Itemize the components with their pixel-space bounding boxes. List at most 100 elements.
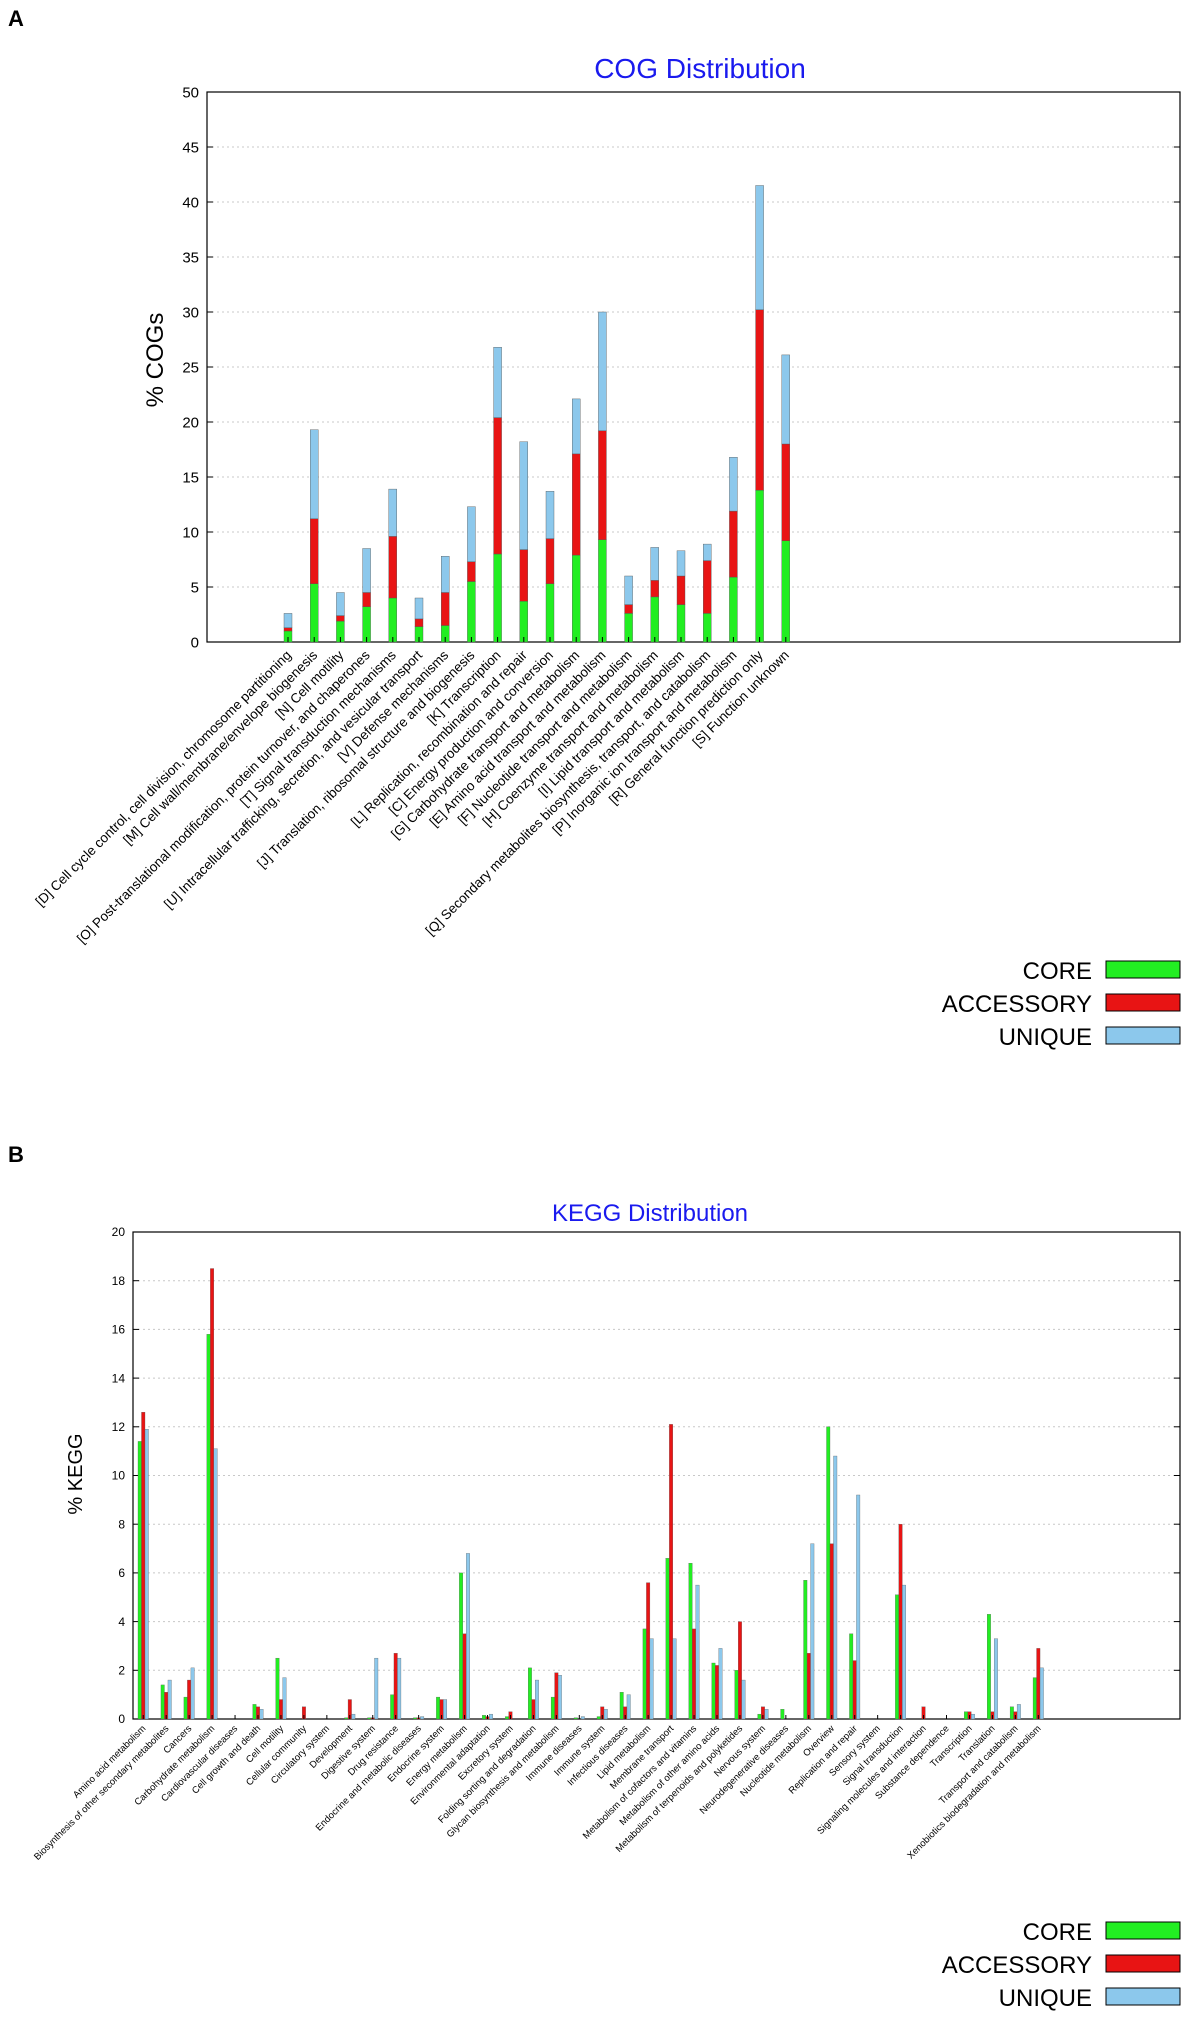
kegg-y-tick-label: 4	[118, 1615, 125, 1629]
kegg-plot-frame	[132, 1231, 1181, 1720]
kegg-bar-core	[436, 1696, 441, 1720]
kegg-bar-core	[550, 1696, 555, 1720]
kegg-bar-unique	[626, 1694, 631, 1720]
cog-bar-accessory	[519, 549, 528, 602]
kegg-bar-core	[642, 1628, 647, 1720]
kegg-bar-unique	[466, 1553, 470, 1720]
kegg-bar-accessory	[852, 1660, 857, 1720]
cog-legend-unique: UNIQUE	[999, 1024, 1181, 1051]
kegg-y-axis-title: % KEGG	[65, 1433, 87, 1514]
cog-y-tick-label: 30	[182, 304, 199, 321]
panel-b-label: B	[8, 1142, 24, 1167]
kegg-bar-unique	[902, 1584, 906, 1720]
kegg-bar-core	[482, 1715, 486, 1720]
cog-bar-core	[388, 597, 397, 643]
kegg-bar-accessory	[393, 1653, 398, 1720]
kegg-legend-accessory-swatch	[1105, 1954, 1181, 1973]
kegg-bar-unique	[443, 1699, 448, 1720]
kegg-bar-core	[688, 1563, 693, 1720]
kegg-y-tick-label: 14	[112, 1371, 126, 1385]
kegg-y-tick-label: 8	[118, 1517, 125, 1531]
kegg-bar-unique	[190, 1667, 195, 1720]
cog-bar-core	[755, 490, 764, 643]
kegg-bar-core	[390, 1694, 395, 1720]
kegg-bar-accessory	[554, 1672, 559, 1720]
kegg-y-tick-label: 18	[112, 1274, 126, 1288]
cog-bar-accessory	[650, 580, 659, 598]
cog-bar-unique	[283, 613, 293, 628]
kegg-bar-accessory	[806, 1653, 811, 1720]
cog-bar-unique	[362, 548, 371, 593]
kegg-y-tick-label: 0	[118, 1712, 125, 1726]
cog-legend-accessory-swatch	[1105, 993, 1181, 1012]
cog-legend-unique-label: UNIQUE	[999, 1024, 1092, 1051]
cog-bar-core	[729, 576, 738, 643]
cog-bar-core	[598, 539, 607, 643]
kegg-bar-accessory	[829, 1543, 834, 1720]
kegg-bar-unique	[535, 1679, 539, 1720]
cog-y-tick-label: 25	[182, 359, 199, 376]
kegg-bar-core	[665, 1558, 670, 1720]
cog-legend-accessory-label: ACCESSORY	[942, 991, 1092, 1018]
kegg-bar-core	[573, 1717, 578, 1720]
kegg-bar-core	[367, 1717, 372, 1720]
kegg-y-tick-label: 16	[112, 1323, 126, 1337]
kegg-bar-unique	[489, 1713, 493, 1720]
kegg-chart-title: KEGG Distribution	[552, 1200, 748, 1227]
cog-y-tick-label: 40	[182, 194, 199, 211]
kegg-bar-unique	[213, 1448, 218, 1720]
cog-bar-core	[310, 583, 319, 643]
panel-a-label: A	[8, 6, 24, 31]
cog-chart-title: COG Distribution	[594, 53, 806, 84]
cog-bar-accessory	[545, 538, 555, 584]
cog-y-tick-label: 15	[182, 469, 199, 486]
cog-bar-accessory	[467, 561, 476, 582]
kegg-bar-unique	[1039, 1667, 1044, 1720]
cog-bar-unique	[467, 506, 476, 562]
cog-bar-unique	[729, 457, 738, 512]
kegg-y-tick-label: 6	[118, 1566, 125, 1580]
cog-bar-core	[650, 596, 659, 643]
kegg-bar-core	[596, 1716, 601, 1720]
cog-plot-area: 0 5 10 15 20 25 30 35 40 45 50 [D] Cell cycle contr…	[33, 84, 1181, 946]
kegg-bar-core	[711, 1662, 716, 1720]
cog-bar-accessory	[781, 443, 790, 542]
cog-bar-unique	[781, 354, 790, 445]
kegg-bar-core	[206, 1334, 211, 1720]
kegg-bar-unique	[764, 1709, 769, 1720]
cog-y-tick-label: 10	[182, 524, 199, 541]
kegg-bar-unique	[810, 1543, 815, 1720]
kegg-bar-unique	[971, 1713, 975, 1720]
kegg-bar-unique	[718, 1648, 723, 1720]
kegg-bar-unique	[580, 1716, 585, 1720]
kegg-bar-core	[344, 1717, 349, 1720]
kegg-y-tick-label: 10	[112, 1469, 126, 1483]
kegg-bar-unique	[167, 1679, 172, 1720]
cog-legend-core: CORE	[1023, 958, 1181, 985]
kegg-legend: CORE ACCESSORY UNIQUE	[942, 1919, 1181, 2012]
kegg-bar-unique	[144, 1429, 149, 1720]
cog-bar-accessory	[414, 618, 424, 627]
kegg-legend-unique-label: UNIQUE	[999, 1985, 1092, 2012]
kegg-bar-unique	[833, 1455, 838, 1720]
kegg-bar-unique	[351, 1713, 356, 1720]
cog-panel: A COG Distribution % COGs 0 5 10 15 20 25 30 35…	[8, 6, 1181, 1051]
kegg-bar-core	[895, 1594, 899, 1720]
kegg-bar-core	[183, 1696, 188, 1720]
cog-x-tick-label: [D] Cell cycle control, cell division, c…	[33, 648, 295, 910]
kegg-bar-accessory	[141, 1412, 146, 1720]
kegg-bar-core	[137, 1441, 142, 1720]
kegg-bar-unique	[741, 1679, 746, 1720]
cog-bar-unique	[755, 185, 764, 311]
kegg-y-tick-label: 12	[112, 1420, 126, 1434]
cog-y-tick-label: 0	[191, 634, 199, 651]
cog-bar-core	[781, 540, 790, 643]
cog-bar-accessory	[755, 309, 764, 491]
cog-bar-accessory	[624, 604, 633, 614]
kegg-bar-unique	[397, 1657, 402, 1720]
kegg-legend-accessory-label: ACCESSORY	[942, 1952, 1092, 1979]
kegg-bar-core	[160, 1684, 165, 1720]
kegg-bar-core	[459, 1572, 463, 1720]
kegg-legend-accessory: ACCESSORY	[942, 1952, 1181, 1979]
